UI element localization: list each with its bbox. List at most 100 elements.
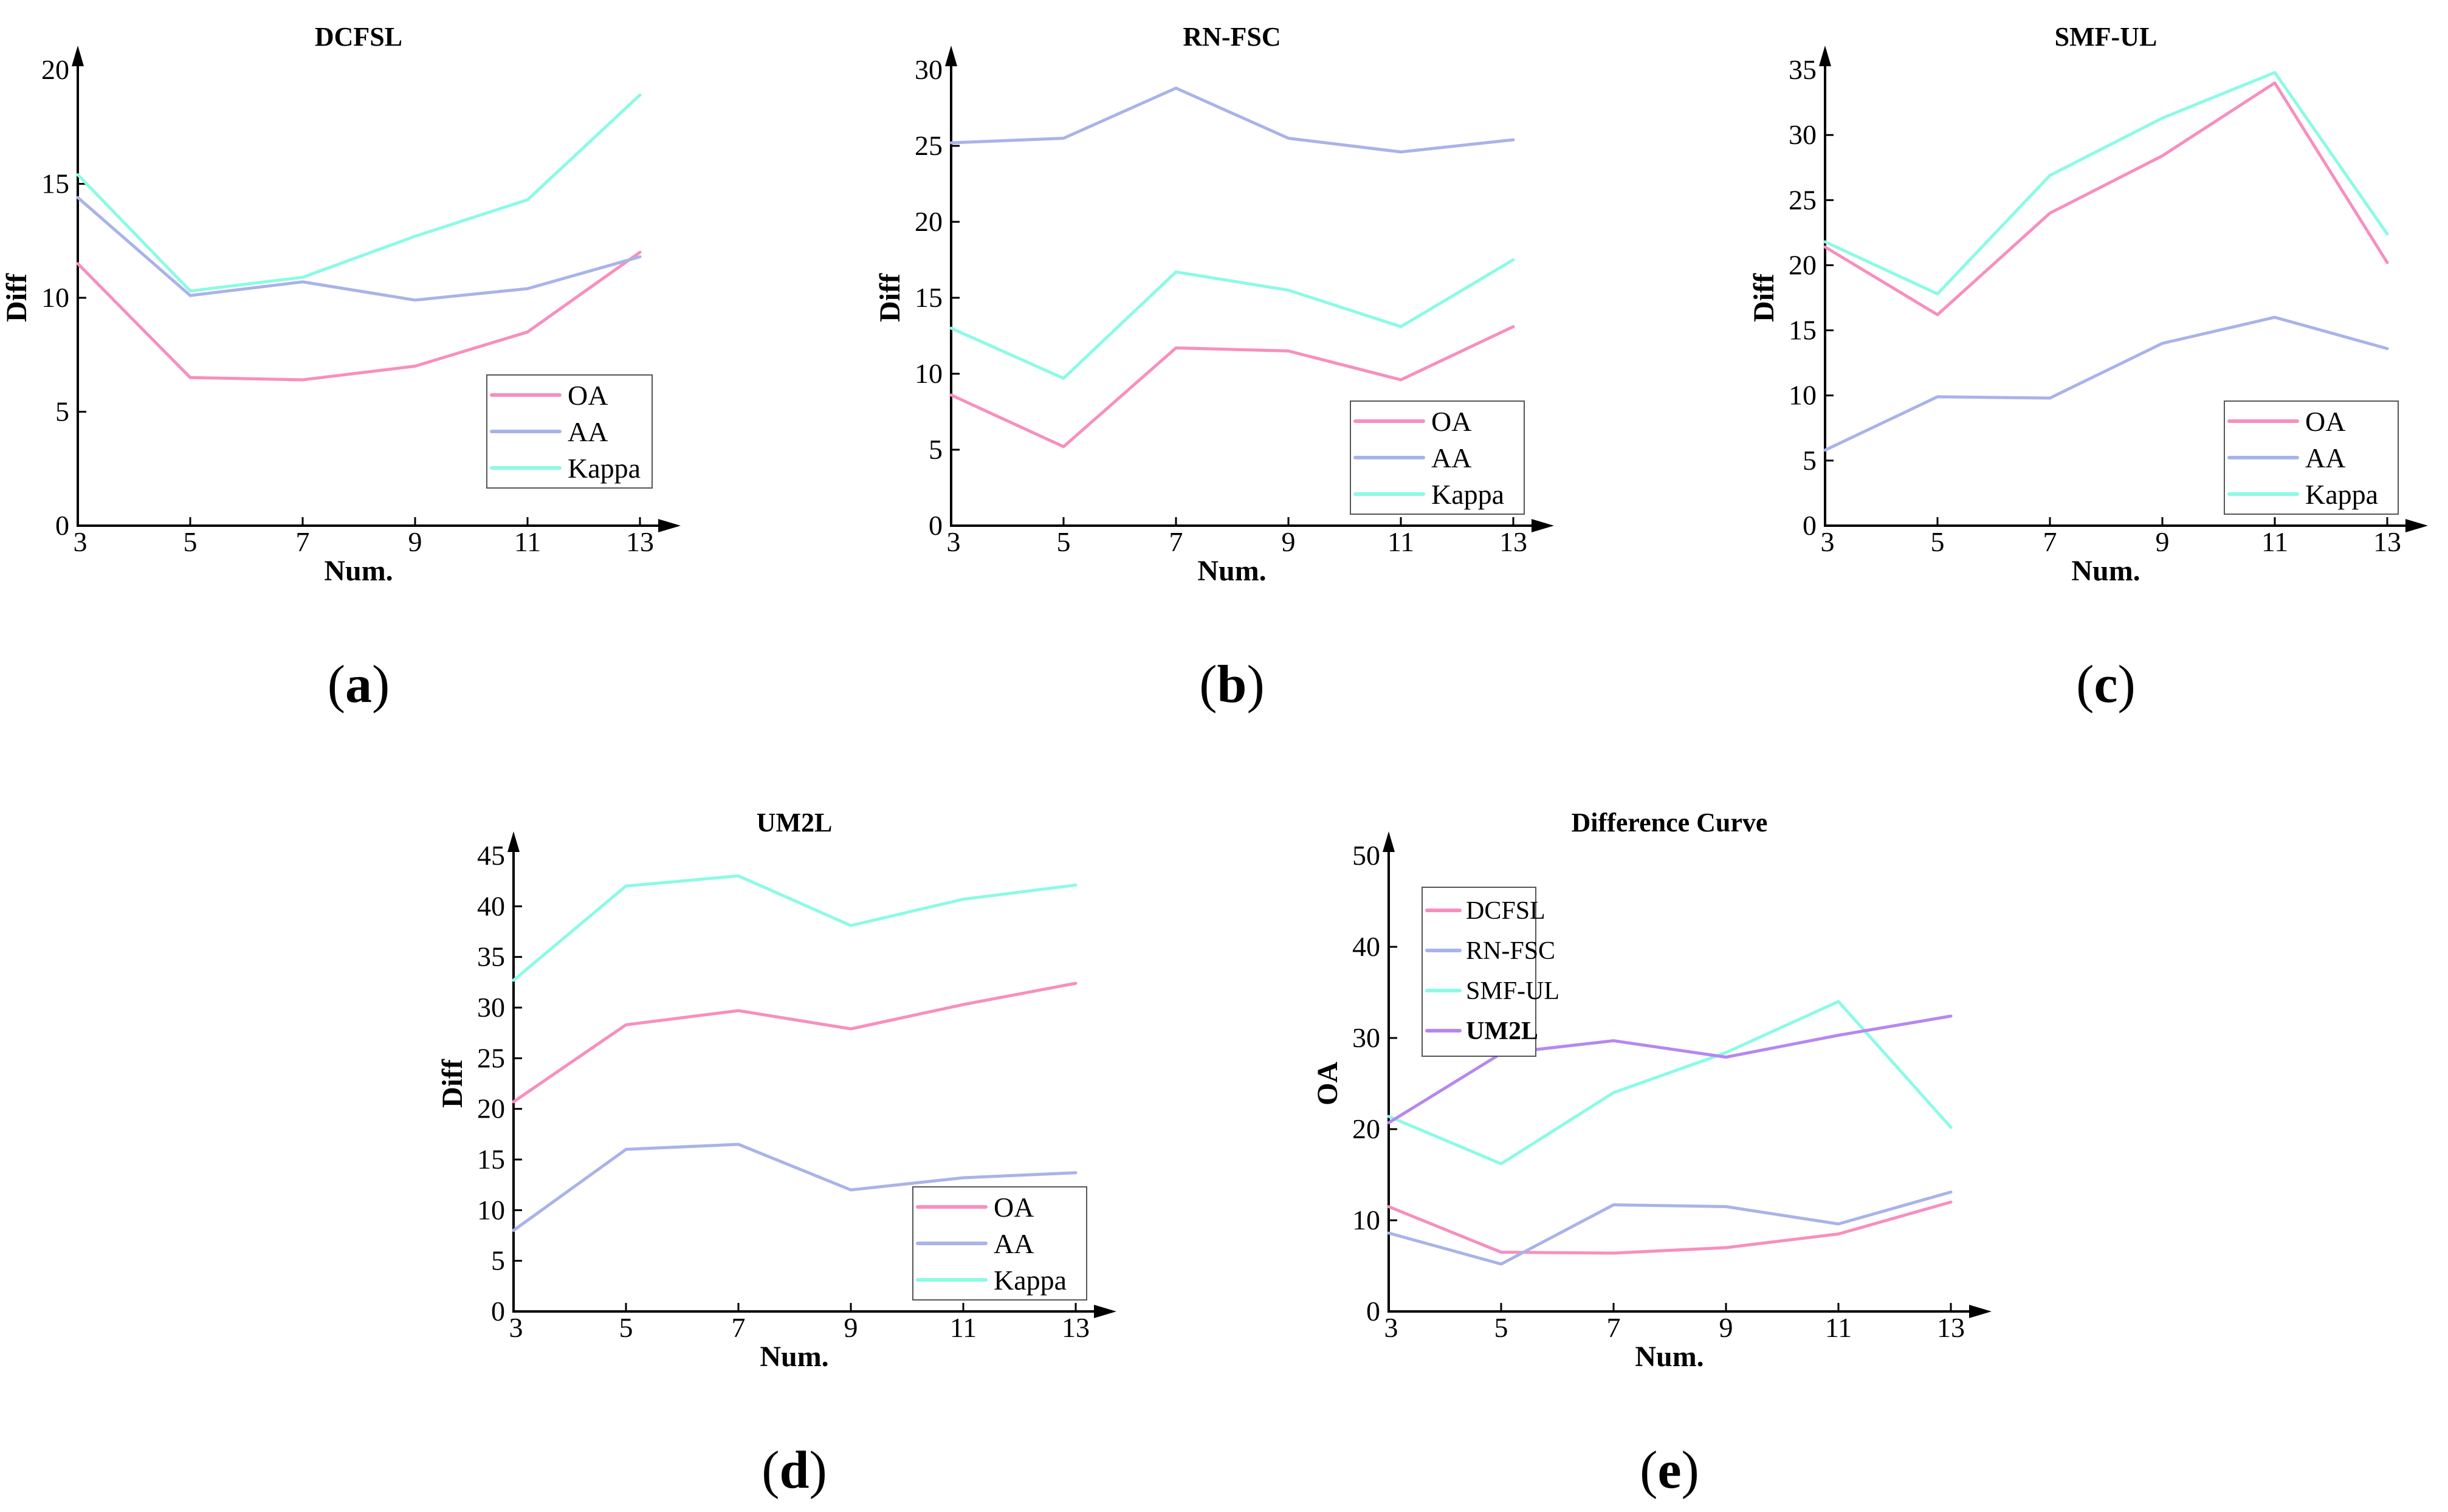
x-tick-label: 7 xyxy=(1169,526,1183,557)
y-tick-label: 10 xyxy=(477,1194,505,1225)
x-tick-label: 13 xyxy=(1937,1312,1965,1343)
y-tick-label: 25 xyxy=(915,130,943,161)
x-tick-label: 5 xyxy=(1057,526,1071,557)
x-tick-label: 13 xyxy=(2373,526,2401,557)
chart-title: DCFSL xyxy=(315,22,402,52)
y-tick-label: 5 xyxy=(491,1245,505,1276)
legend-label-rn-fsc: RN-FSC xyxy=(1466,937,1555,965)
y-tick-label: 15 xyxy=(915,282,943,313)
x-axis-label: Num. xyxy=(324,555,393,587)
y-tick-label: 0 xyxy=(55,510,69,541)
y-tick-label: 35 xyxy=(1789,54,1817,85)
y-tick-label: 25 xyxy=(1789,184,1817,215)
x-tick-label: 9 xyxy=(1282,526,1296,557)
chart-caption: (e) xyxy=(1640,1441,1699,1500)
y-axis-label: Diff xyxy=(1,273,33,322)
y-tick-label: 0 xyxy=(491,1296,505,1327)
chart-caption: (c) xyxy=(2076,655,2136,714)
legend-label-kappa: Kappa xyxy=(994,1265,1067,1296)
x-tick-label: 5 xyxy=(1931,526,1945,557)
y-tick-label: 25 xyxy=(477,1042,505,1073)
series-line-oa xyxy=(1823,81,2389,317)
legend-label-dcfsl: DCFSL xyxy=(1466,897,1545,925)
y-tick-label: 10 xyxy=(41,282,69,313)
x-tick-label: 9 xyxy=(408,526,422,557)
series-line-rn-fsc xyxy=(1387,1191,1953,1266)
legend-label-kappa: Kappa xyxy=(1431,479,1504,510)
x-tick-label: 7 xyxy=(1607,1312,1621,1343)
x-tick-label: 9 xyxy=(844,1312,858,1343)
legend: OA AA Kappa xyxy=(912,1186,1087,1301)
x-tick-label: 11 xyxy=(1825,1312,1852,1343)
y-tick-label: 40 xyxy=(1352,931,1380,962)
y-tick-label: 0 xyxy=(1366,1296,1380,1327)
series-line-aa xyxy=(512,1143,1078,1232)
x-axis-label: Num. xyxy=(760,1341,828,1373)
x-axis-arrowhead-icon xyxy=(2405,519,2428,532)
y-tick-label: 0 xyxy=(1803,510,1817,541)
legend-label-aa: AA xyxy=(994,1228,1034,1259)
x-tick-label: 3 xyxy=(947,526,961,557)
x-axis-arrowhead-icon xyxy=(1532,519,1554,532)
series-line-um2l xyxy=(1387,1014,1953,1124)
chart-diff: Difference Curve 0 10 20 30 40 50 3 5 7 9 11 13 Num. O… xyxy=(1312,808,1992,1500)
y-axis-arrowhead-icon xyxy=(1819,46,1831,66)
x-tick-label: 11 xyxy=(1387,526,1414,557)
y-axis-label: Diff xyxy=(1748,273,1780,322)
y-tick-label: 15 xyxy=(477,1144,505,1175)
y-tick-label: 15 xyxy=(41,168,69,199)
y-tick-label: 30 xyxy=(1789,119,1817,150)
y-axis-arrowhead-icon xyxy=(507,831,520,852)
x-tick-label: 3 xyxy=(1384,1312,1398,1343)
x-axis-label: Num. xyxy=(2071,555,2140,587)
series-line-dcfsl xyxy=(1387,1200,1953,1255)
legend-label-aa: AA xyxy=(568,416,608,447)
y-tick-label: 45 xyxy=(477,840,505,871)
x-tick-label: 7 xyxy=(2043,526,2057,557)
series-line-kappa xyxy=(76,93,642,293)
x-tick-label: 13 xyxy=(626,526,654,557)
x-axis-label: Num. xyxy=(1635,1341,1704,1373)
x-tick-label: 3 xyxy=(509,1312,523,1343)
x-tick-label: 9 xyxy=(1719,1312,1733,1343)
x-tick-label: 9 xyxy=(2156,526,2170,557)
y-axis-label: Diff xyxy=(436,1059,469,1108)
x-tick-label: 11 xyxy=(514,526,541,557)
y-tick-label: 20 xyxy=(477,1093,505,1124)
x-tick-label: 5 xyxy=(1494,1312,1508,1343)
y-tick-label: 5 xyxy=(929,434,943,465)
legend-label-oa: OA xyxy=(1431,406,1471,437)
x-tick-label: 3 xyxy=(74,526,88,557)
y-axis-label: Diff xyxy=(874,273,906,322)
legend: DCFSL RN-FSC SMF-UL UM2L xyxy=(1422,887,1559,1057)
legend-label-aa: AA xyxy=(1431,442,1471,473)
x-tick-label: 7 xyxy=(296,526,310,557)
chart-title: UM2L xyxy=(757,808,833,837)
y-tick-label: 15 xyxy=(1789,315,1817,346)
y-axis-arrowhead-icon xyxy=(72,46,84,66)
legend-label-kappa: Kappa xyxy=(2305,479,2378,510)
x-axis-arrowhead-icon xyxy=(658,519,681,532)
series-line-kappa xyxy=(949,258,1515,380)
y-tick-label: 20 xyxy=(915,206,943,237)
y-tick-label: 20 xyxy=(41,54,69,85)
chart-title: RN-FSC xyxy=(1183,22,1281,52)
legend-label-kappa: Kappa xyxy=(568,453,641,484)
y-tick-label: 10 xyxy=(915,358,943,389)
series-line-kappa xyxy=(1823,70,2389,296)
series-line-oa xyxy=(76,250,642,382)
chart-dcfsl: DCFSL 0 5 10 15 20 3 5 7 9 11 13 Num. Diff OA AA Kappa (a… xyxy=(1,22,681,714)
x-tick-label: 7 xyxy=(732,1312,746,1343)
y-tick-label: 30 xyxy=(477,992,505,1023)
y-tick-label: 5 xyxy=(55,396,69,427)
x-tick-label: 5 xyxy=(184,526,198,557)
series-line-oa xyxy=(949,325,1515,448)
series-line-oa xyxy=(512,981,1078,1104)
legend-label-um2l: UM2L xyxy=(1466,1017,1538,1045)
series-line-aa xyxy=(1823,315,2389,452)
series-line-aa xyxy=(949,86,1515,154)
y-axis-arrowhead-icon xyxy=(1383,831,1395,852)
